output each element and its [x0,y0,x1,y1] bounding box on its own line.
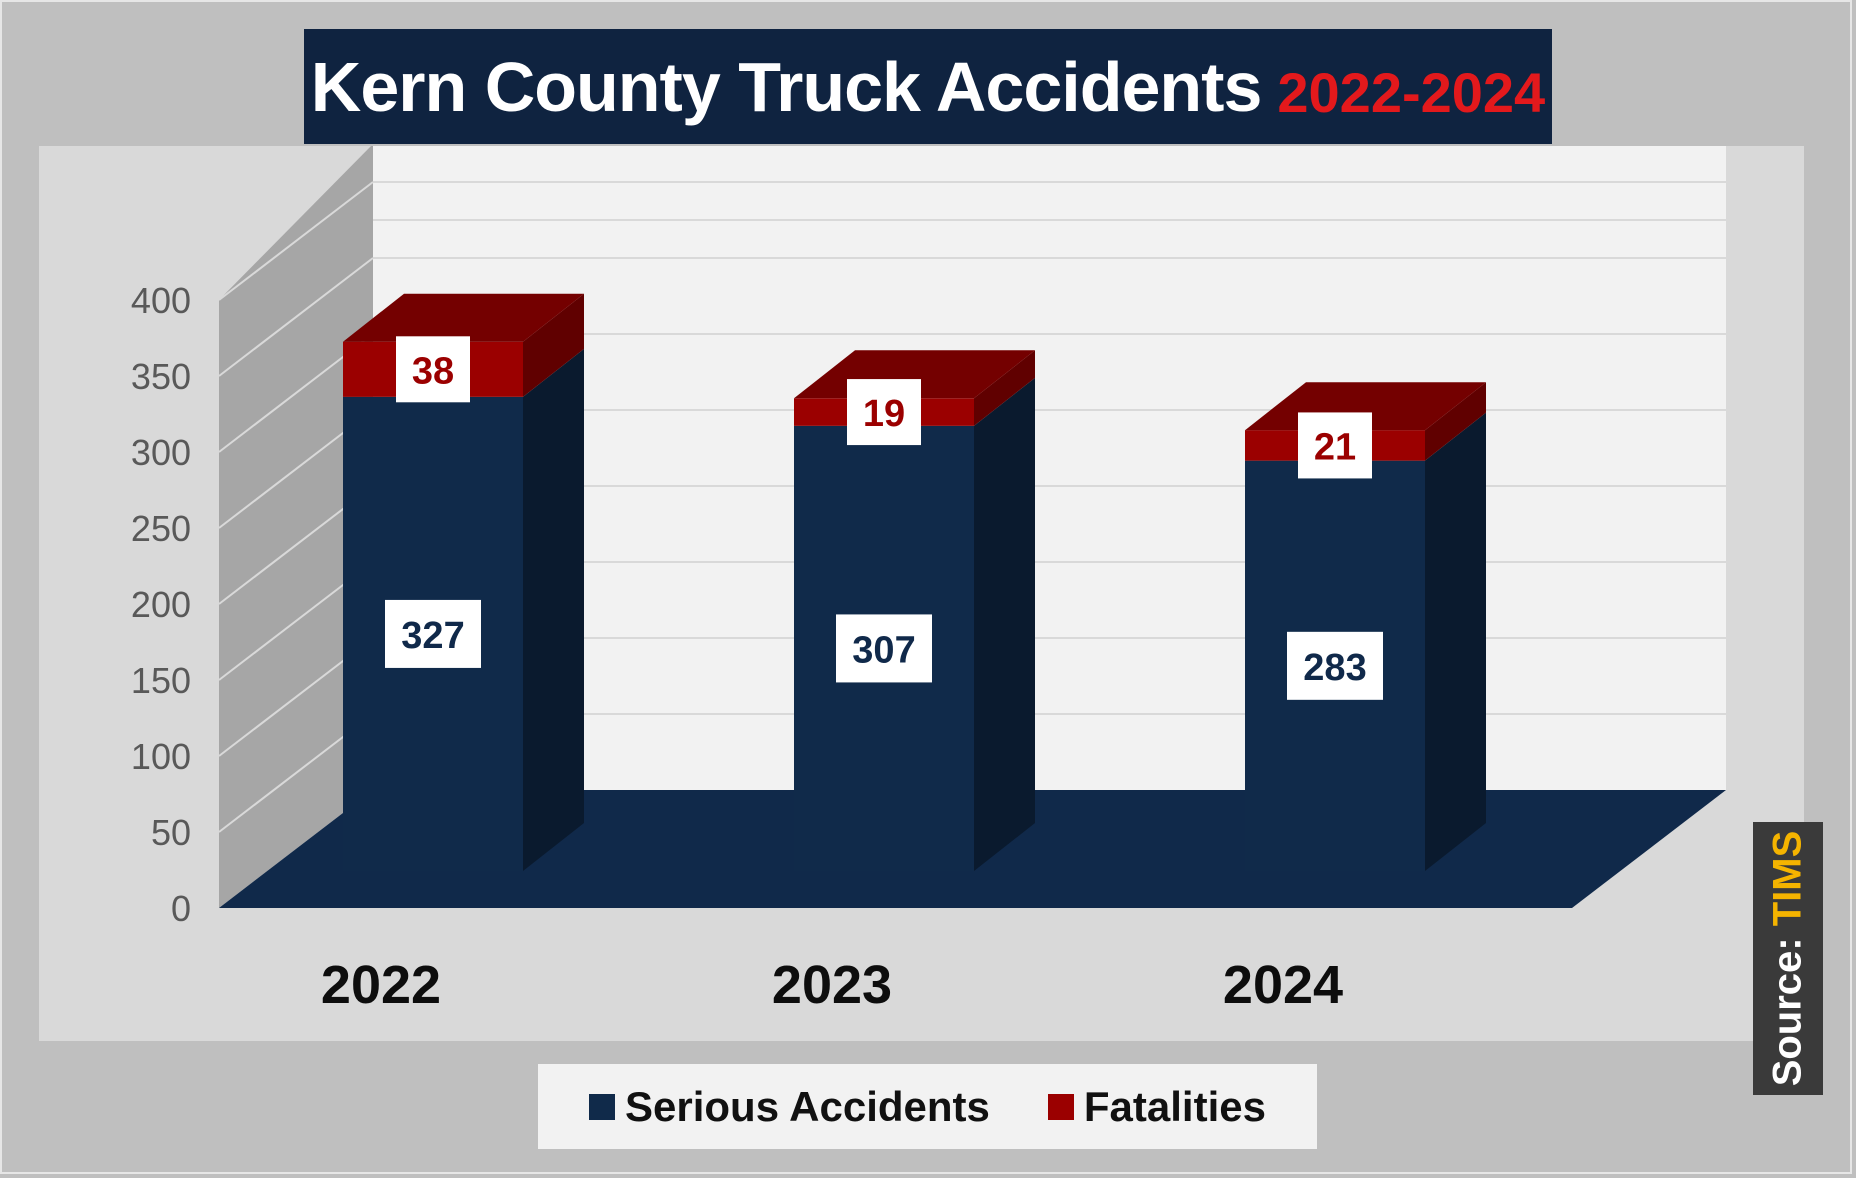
data-label-box [847,379,921,446]
source-label: Source: [1765,937,1810,1087]
y-tick-label: 0 [171,888,191,929]
chart-title: Kern County Truck Accidents 2022-2024 [304,29,1552,144]
data-label-box [836,614,932,683]
gridline-side [218,257,374,377]
x-tick-label: 2023 [772,955,892,1015]
legend-swatch-fatalities [1047,1093,1074,1120]
data-label-box [385,599,481,668]
y-tick-label: 250 [131,508,191,549]
chart-svg: 0 50 100 150 200 250 300 350 400 327 38 2022 307 19 20… [131,146,1726,1015]
side-wall [219,146,373,908]
bar-side [1425,382,1486,461]
gridline-side [218,181,374,301]
bar-side [974,350,1035,426]
bar-top [343,293,584,342]
data-label: 307 [852,629,915,671]
bar-side [974,377,1035,871]
source-text: Source: TIMS [1766,831,1811,1087]
x-tick-label: 2022 [321,955,441,1015]
y-tick-label: 150 [131,660,191,701]
data-label-box [1298,412,1372,479]
y-tick-label: 200 [131,584,191,625]
data-label: 38 [412,350,454,392]
y-tick-label: 100 [131,736,191,777]
data-label: 283 [1303,647,1366,689]
y-tick-label: 50 [151,812,191,853]
legend-item-serious-accidents: Serious Accidents [589,1083,990,1131]
y-tick-label: 300 [131,432,191,473]
y-tick-label: 350 [131,356,191,397]
bar-side [523,348,584,872]
data-label: 21 [1314,426,1356,468]
data-label-box [396,336,470,403]
legend-label-fatalities: Fatalities [1083,1082,1266,1130]
plot-panel: 0 50 100 150 200 250 300 350 400 327 38 2022 307 19 20… [39,146,1804,1041]
y-tick-label: 400 [131,280,191,321]
x-tick-label: 2024 [1223,955,1343,1015]
bar-side [523,293,584,397]
legend-swatch-serious-accidents [589,1093,615,1120]
data-label: 19 [863,393,905,435]
data-label: 327 [401,615,464,657]
legend: Serious Accidents Fatalities [538,1064,1317,1149]
title-main-text: Kern County Truck Accidents [310,47,1263,126]
source-badge: Source: TIMS [1753,822,1823,1095]
data-label-box [1287,631,1383,700]
source-value: TIMS [1765,830,1810,927]
title-years-text: 2022-2024 [1277,61,1546,124]
bar-side [1425,412,1486,871]
legend-item-fatalities: Fatalities [1047,1082,1266,1131]
legend-label-serious-accidents: Serious Accidents [625,1082,990,1130]
